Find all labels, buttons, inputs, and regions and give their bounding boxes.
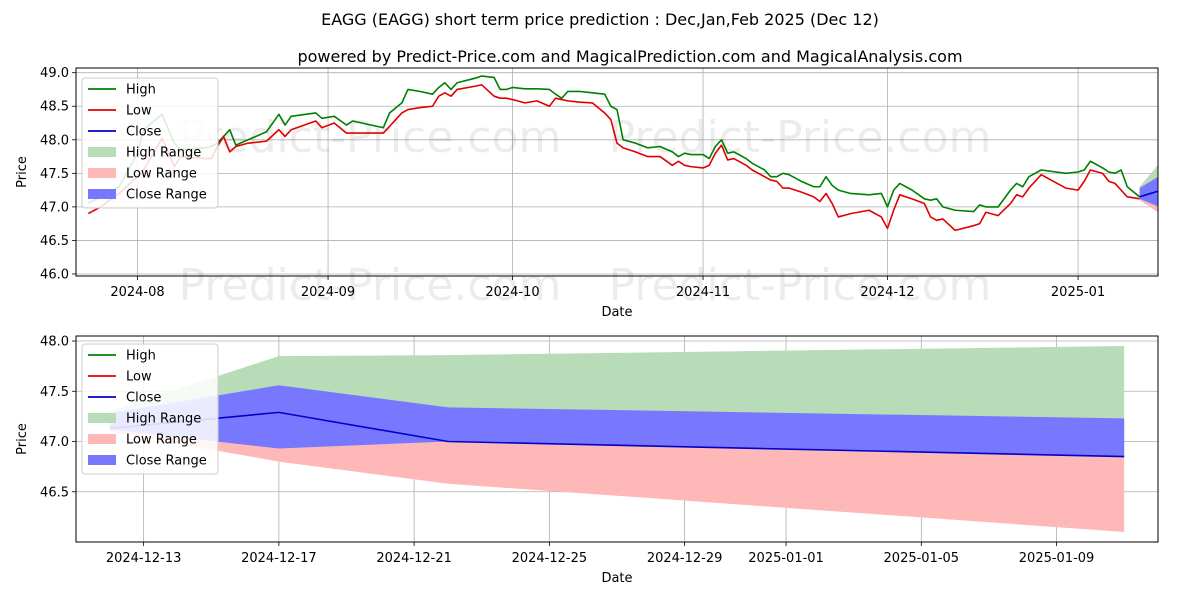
legend-label: Close Range (126, 454, 207, 469)
legend-swatch-patch (88, 434, 116, 444)
legend-label: Close (126, 391, 161, 406)
bottom-chart-panel: 2024-12-13 2024-12-17 2024-12-21 2024-12-25… (15, 335, 1159, 586)
legend-swatch-patch (88, 413, 116, 423)
legend-label: High Range (126, 412, 201, 427)
x-tick-label: 2024-11 (676, 285, 730, 300)
x-axis-label: Date (601, 571, 632, 586)
legend-swatch-patch (88, 455, 116, 465)
plot-area (109, 346, 1125, 532)
y-tick-label: 48.0 (40, 133, 69, 148)
x-tick-label: 2024-12-13 (106, 551, 182, 566)
x-tick-label: 2025-01-01 (748, 551, 824, 566)
x-tick-label: 2024-09 (301, 285, 355, 300)
legend-label: Low Range (126, 167, 197, 182)
y-tick-label: 46.0 (40, 267, 69, 282)
high-price-line (87, 75, 1141, 213)
top-chart-panel: 2024-08 2024-09 2024-10 2024-11 2024-12 2025-… (15, 66, 1159, 320)
legend-label: High (126, 349, 156, 364)
y-tick-label: 49.0 (40, 66, 69, 81)
legend-label: High (126, 83, 156, 98)
chart-subtitle: powered by Predict-Price.com and Magical… (297, 47, 962, 66)
legend-swatch-patch (88, 168, 116, 178)
y-tick-label: 46.5 (40, 485, 69, 500)
x-tick-label: 2024-12-25 (512, 551, 588, 566)
legend-label: Low (126, 370, 152, 385)
watermark-text: Predict-Price.com (609, 112, 992, 163)
x-axis-label: Date (601, 305, 632, 320)
y-tick-label: 48.0 (40, 335, 69, 350)
low-range-band (109, 426, 1125, 532)
watermark-text: Predict-Price.com (179, 260, 562, 311)
x-tick-label: 2024-12 (860, 285, 914, 300)
legend-label: High Range (126, 146, 201, 161)
close-range-band (109, 385, 1125, 457)
x-tick-label: 2024-12-17 (241, 551, 317, 566)
close-range-band (1139, 176, 1158, 207)
legend-label: Low Range (126, 433, 197, 448)
axes-frame (75, 335, 1159, 543)
x-tick-label: 2024-10 (485, 285, 539, 300)
y-tick-label: 47.0 (40, 200, 69, 215)
y-axis-label: Price (15, 156, 30, 188)
legend-label: Low (126, 104, 152, 119)
y-tick-label: 47.0 (40, 435, 69, 450)
legend-swatch-patch (88, 189, 116, 199)
low-price-line (87, 83, 1140, 232)
watermark-text: Predict-Price.com (609, 260, 992, 311)
watermark-text: Predict-Price.com (179, 112, 562, 163)
plot-area (87, 75, 1158, 232)
x-tick-label: 2024-08 (110, 285, 164, 300)
axes-frame (75, 67, 1159, 277)
x-tick-label: 2025-01-09 (1019, 551, 1095, 566)
y-tick-label: 48.5 (40, 100, 69, 115)
y-tick-label: 47.5 (40, 385, 69, 400)
chart-title: EAGG (EAGG) short term price prediction … (321, 10, 879, 29)
y-tick-label: 46.5 (40, 234, 69, 249)
legend-label: Close (126, 125, 161, 140)
legend-label: Close Range (126, 188, 207, 203)
y-axis-label: Price (15, 423, 30, 455)
x-tick-label: 2025-01 (1051, 285, 1105, 300)
y-tick-label: 47.5 (40, 167, 69, 182)
legend-swatch-patch (88, 147, 116, 157)
x-tick-label: 2024-12-21 (376, 551, 452, 566)
x-tick-label: 2024-12-29 (647, 551, 723, 566)
low-range-band (1139, 196, 1158, 213)
close-forecast-line (1139, 190, 1158, 198)
x-tick-label: 2025-01-05 (884, 551, 960, 566)
